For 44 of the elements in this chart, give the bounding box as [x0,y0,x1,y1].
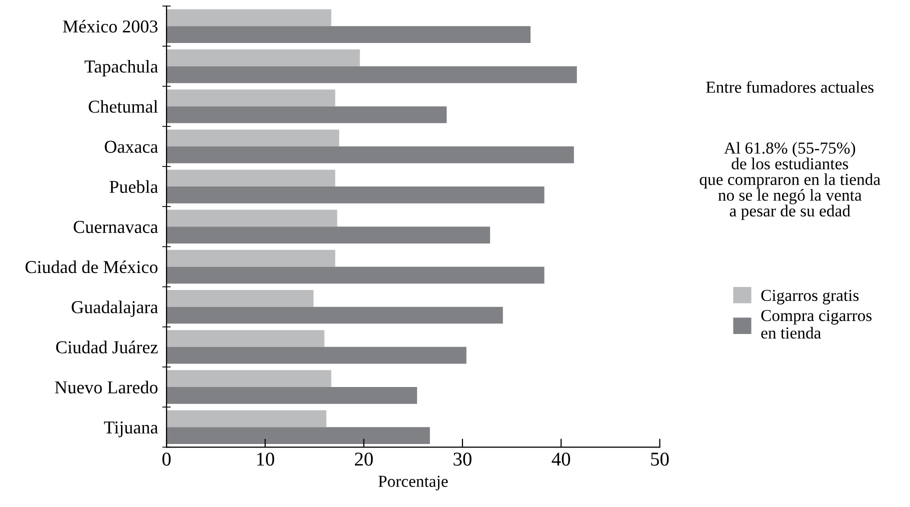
legend-label: Compra cigarros en tienda [761,310,872,339]
bar [166,210,338,227]
x-tick-label: 30 [454,452,472,466]
bar [166,306,503,324]
y-tick-label: México 2003 [62,20,158,33]
x-tick-label: 50 [651,452,669,466]
x-tick-label: 0 [162,452,171,466]
y-tick-label: Nuevo Laredo [54,380,158,394]
bar [166,66,577,84]
bar [166,290,314,307]
text: Entre fumadores actuales [706,80,874,93]
y-tick-label: Ciudad de México [26,260,158,274]
bar [166,49,360,66]
y-tick-label: Puebla [110,180,158,193]
bar [166,226,490,244]
bar [166,370,332,388]
y-tick-label: Tijuana [104,421,158,438]
y-tick-label: Tapachula [84,60,158,76]
bar [166,410,326,428]
bar [166,89,336,106]
y-tick-label: Oaxaca [104,140,158,153]
bar [166,146,574,164]
bar [166,387,418,404]
x-tick-label: 20 [354,452,373,466]
bar [166,427,430,444]
text: Al 61.8% (55-75%) de los estudiantes que compraron en la tienda no se le negó la venta a pesar de su edad [700,142,880,220]
bar [166,266,544,284]
bar [166,170,336,187]
bar [166,250,336,267]
x-axis-title: Porcentaje [378,476,448,490]
x-tick-label: 40 [552,452,570,466]
bar [166,130,340,146]
bar [166,9,332,26]
legend-label: Cigarros gratis [761,290,859,304]
bar [166,330,324,347]
bar [166,346,466,364]
bar [166,26,531,43]
bar [166,186,544,204]
y-tick-label: Chetumal [88,100,158,113]
x-tick-label: 10 [257,452,274,466]
y-tick-label: Guadalajara [72,300,158,317]
bar [166,106,447,124]
y-tick-label: Cuernavaca [74,220,158,234]
y-tick-label: Ciudad Juárez [56,340,158,354]
